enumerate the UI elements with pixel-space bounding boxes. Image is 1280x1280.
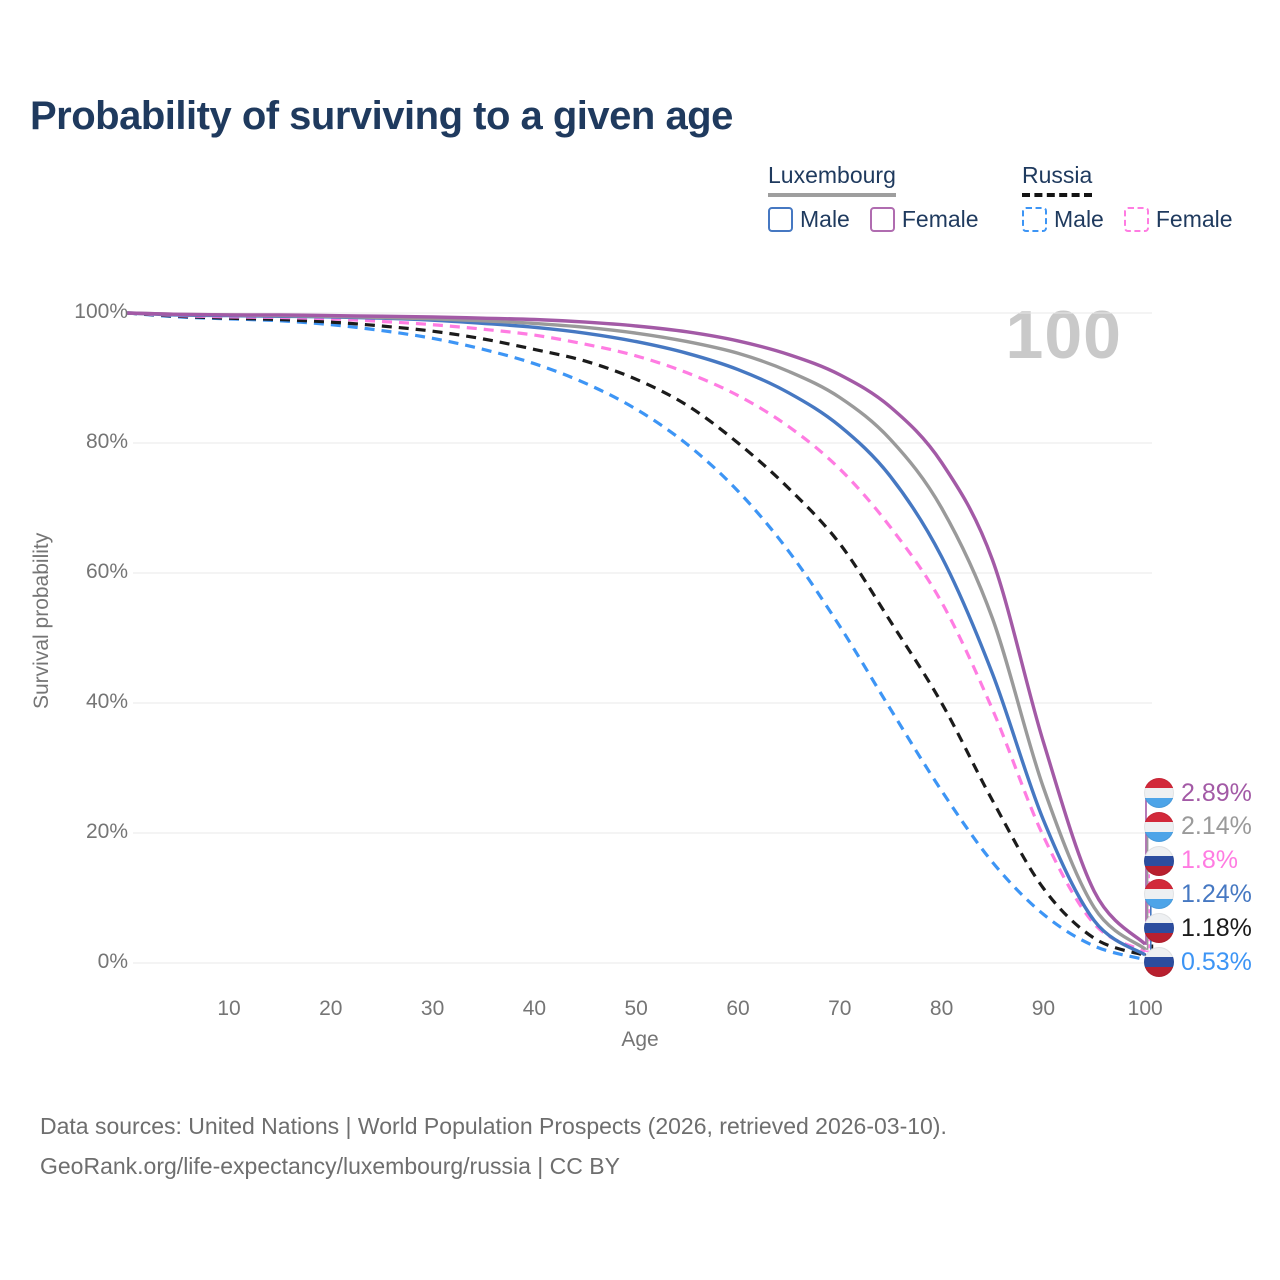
legend-item-luxembourg-male[interactable]: Male bbox=[800, 206, 850, 232]
end-label-value-russia-total: 1.18% bbox=[1181, 913, 1252, 942]
legend-item-luxembourg-female[interactable]: Female bbox=[901, 206, 979, 232]
y-tick-label: 80% bbox=[85, 430, 128, 453]
end-label-value-russia-male: 0.53% bbox=[1181, 947, 1252, 976]
source-line-2: GeoRank.org/life-expectancy/luxembourg/r… bbox=[40, 1153, 620, 1179]
legend-swatch-luxembourg-male[interactable] bbox=[768, 207, 793, 232]
russia-flag-icon bbox=[1144, 845, 1174, 876]
end-label-row-russia-male: 0.53% bbox=[1144, 947, 1252, 977]
curve-luxembourg-total[interactable] bbox=[127, 311, 1147, 951]
x-tick-label: 90 bbox=[1031, 997, 1056, 1020]
page-title: Probability of surviving to a given age bbox=[30, 94, 733, 138]
curve-luxembourg-female[interactable] bbox=[127, 311, 1147, 946]
luxembourg-flag-icon bbox=[1144, 879, 1174, 910]
end-label-row-luxembourg-male: 1.24% bbox=[1144, 879, 1252, 910]
legend-group-label-russia: Russia bbox=[1022, 162, 1093, 197]
legend-swatch-luxembourg-female[interactable] bbox=[869, 207, 895, 232]
x-axis-title: Age bbox=[621, 1028, 659, 1051]
curve-russia-female[interactable] bbox=[127, 311, 1146, 953]
source-line-1: Data sources: United Nations | World Pop… bbox=[40, 1113, 947, 1139]
end-label-value-russia-female: 1.8% bbox=[1181, 846, 1238, 875]
end-label-value-luxembourg-male: 1.24% bbox=[1181, 879, 1252, 908]
end-label-row-russia-female: 1.8% bbox=[1144, 845, 1238, 876]
end-label-value-luxembourg-female: 2.89% bbox=[1181, 778, 1252, 807]
x-tick-label: 60 bbox=[726, 997, 750, 1020]
x-tick-label: 20 bbox=[319, 997, 343, 1020]
russia-flag-icon bbox=[1144, 947, 1174, 977]
luxembourg-flag-icon bbox=[1144, 778, 1174, 808]
legend-group-label-luxembourg: Luxembourg bbox=[768, 162, 896, 197]
legend-swatch-russia-male[interactable] bbox=[1022, 207, 1047, 232]
curve-russia-male[interactable] bbox=[127, 311, 1146, 962]
x-tick-label: 50 bbox=[624, 997, 648, 1020]
y-tick-label: 40% bbox=[85, 690, 128, 713]
luxembourg-flag-icon bbox=[1144, 811, 1174, 842]
x-tick-label: 10 bbox=[217, 997, 241, 1020]
curve-luxembourg-male[interactable] bbox=[127, 311, 1147, 957]
x-tick-label: 70 bbox=[828, 997, 852, 1020]
x-tick-label: 100 bbox=[1127, 997, 1163, 1020]
x-tick-label: 40 bbox=[522, 997, 547, 1020]
x-tick-label: 80 bbox=[929, 997, 954, 1020]
legend-group-luxembourg: Luxembourg Male Female bbox=[768, 162, 999, 233]
end-label-value-luxembourg-total: 2.14% bbox=[1181, 812, 1252, 841]
source-note: Data sources: United Nations | World Pop… bbox=[40, 1106, 947, 1186]
legend-item-russia-female[interactable]: Female bbox=[1155, 206, 1233, 232]
legend-item-russia-male[interactable]: Male bbox=[1054, 206, 1104, 232]
legend-swatch-russia-female[interactable] bbox=[1123, 207, 1149, 232]
end-label-row-luxembourg-female: 2.89% bbox=[1144, 778, 1252, 808]
y-tick-label: 20% bbox=[85, 820, 128, 843]
end-label-row-russia-total: 1.18% bbox=[1144, 913, 1252, 944]
legend-group-russia: Russia Male Female bbox=[1022, 162, 1253, 233]
y-tick-label: 0% bbox=[97, 950, 128, 973]
end-label-row-luxembourg-total: 2.14% bbox=[1144, 811, 1252, 842]
age-hover-watermark: 100 bbox=[1005, 297, 1122, 373]
russia-flag-icon bbox=[1144, 913, 1174, 944]
curve-russia-total[interactable] bbox=[127, 311, 1146, 957]
y-tick-label: 100% bbox=[74, 300, 128, 323]
y-tick-label: 60% bbox=[85, 560, 128, 583]
x-tick-label: 30 bbox=[420, 997, 445, 1020]
